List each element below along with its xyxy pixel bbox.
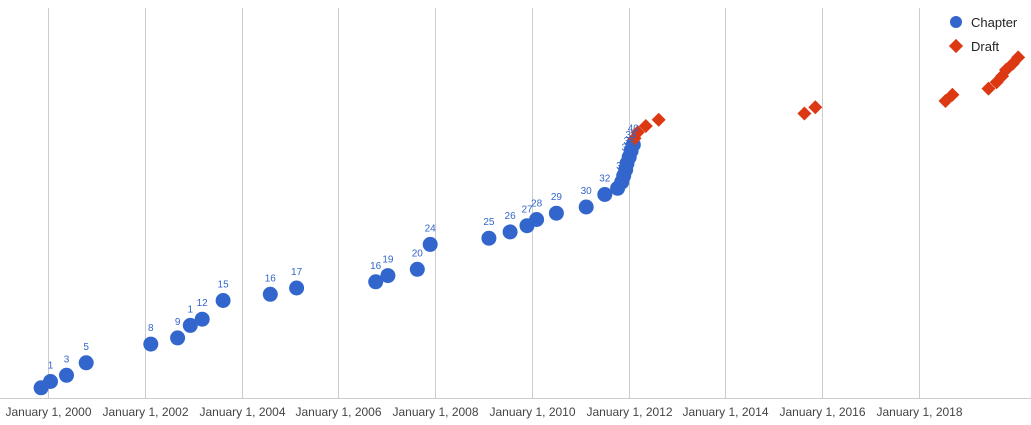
chapter-data-label: 29 bbox=[551, 192, 563, 203]
chapter-point[interactable] bbox=[289, 280, 305, 296]
legend-item-chapter[interactable]: Chapter bbox=[950, 10, 1017, 34]
chapter-data-label: 37 bbox=[621, 142, 633, 153]
chapter-point[interactable] bbox=[78, 355, 94, 371]
chapter-point[interactable] bbox=[529, 212, 545, 227]
chapter-point[interactable] bbox=[481, 230, 497, 246]
chapter-data-label: 28 bbox=[531, 199, 543, 210]
chapter-data-label: 32 bbox=[599, 174, 611, 185]
chapter-point[interactable] bbox=[182, 317, 198, 333]
chapter-point[interactable] bbox=[194, 311, 210, 327]
chapter-data-label: 25 bbox=[483, 217, 495, 228]
x-tick-label: January 1, 2018 bbox=[876, 405, 962, 419]
chapter-data-label: 20 bbox=[412, 248, 424, 259]
chapter-point[interactable] bbox=[170, 330, 186, 346]
chapter-data-label: 27 bbox=[521, 205, 533, 216]
chapter-point[interactable] bbox=[368, 274, 384, 290]
chapter-data-label: 24 bbox=[425, 223, 437, 234]
chapter-point[interactable] bbox=[215, 293, 231, 308]
x-tick-label: January 1, 2016 bbox=[779, 405, 865, 419]
chapter-data-label: 8 bbox=[148, 323, 154, 334]
draft-point[interactable] bbox=[945, 87, 960, 102]
legend-label-draft: Draft bbox=[971, 38, 1000, 54]
draft-point[interactable] bbox=[808, 100, 823, 115]
gridlines bbox=[0, 8, 1031, 399]
chapter-point[interactable] bbox=[43, 374, 58, 389]
chapter-point[interactable] bbox=[409, 261, 425, 277]
chapter-point[interactable] bbox=[597, 187, 613, 202]
chapter-data-label: 26 bbox=[505, 211, 517, 222]
legend-item-draft[interactable]: Draft bbox=[948, 34, 1017, 58]
draft-point[interactable] bbox=[630, 125, 645, 140]
chapter-data-label: 19 bbox=[382, 255, 394, 266]
draft-point[interactable] bbox=[651, 112, 666, 127]
chapter-data-label: 30 bbox=[581, 186, 593, 197]
chapter-point[interactable] bbox=[143, 336, 159, 352]
chapter-data-label: 16 bbox=[265, 273, 277, 284]
chapter-data-label: 34 bbox=[616, 161, 628, 172]
chapter-data-label: 1 bbox=[48, 361, 54, 372]
x-tick-label: January 1, 2002 bbox=[102, 405, 188, 419]
chapter-data-label: 12 bbox=[197, 298, 209, 309]
chapter-data-label: 5 bbox=[83, 342, 89, 353]
chapter-point[interactable] bbox=[262, 286, 278, 302]
legend-swatch-circle-icon bbox=[950, 16, 962, 28]
chapter-data-label: 40 bbox=[628, 124, 640, 135]
legend: Chapter Draft bbox=[948, 10, 1017, 58]
legend-swatch-diamond-icon bbox=[948, 38, 964, 54]
data-points bbox=[33, 50, 1026, 396]
x-tick-label: January 1, 2012 bbox=[586, 405, 672, 419]
x-tick-label: January 1, 2006 bbox=[295, 405, 381, 419]
chapter-point[interactable] bbox=[578, 199, 594, 215]
chapter-data-label: 39 bbox=[626, 130, 638, 141]
data-labels: 1358911215161716192024252627282930323437… bbox=[48, 124, 640, 372]
chapter-point[interactable] bbox=[59, 367, 74, 383]
x-tick-label: January 1, 2000 bbox=[5, 405, 91, 419]
x-tick-label: January 1, 2014 bbox=[682, 405, 768, 419]
chapter-point[interactable] bbox=[502, 224, 518, 240]
draft-point[interactable] bbox=[1011, 50, 1026, 65]
chapter-data-label: 17 bbox=[291, 267, 303, 278]
chapter-point[interactable] bbox=[380, 268, 396, 284]
chapter-data-label: 3 bbox=[64, 354, 70, 365]
x-axis-tick-labels: January 1, 2000 January 1, 2002 January 1,… bbox=[5, 405, 962, 419]
chapter-point[interactable] bbox=[548, 205, 564, 221]
chapter-point[interactable] bbox=[422, 236, 438, 252]
chapter-data-label: 16 bbox=[370, 261, 382, 272]
x-tick-label: January 1, 2010 bbox=[489, 405, 575, 419]
chapter-data-label: 9 bbox=[175, 317, 181, 328]
draft-point[interactable] bbox=[638, 119, 653, 133]
x-tick-label: January 1, 2008 bbox=[392, 405, 478, 419]
chapter-data-label: 38 bbox=[624, 136, 636, 147]
x-tick-label: January 1, 2004 bbox=[199, 405, 285, 419]
chapter-data-label: 15 bbox=[218, 280, 230, 291]
draft-point[interactable] bbox=[981, 81, 996, 96]
draft-point[interactable] bbox=[797, 106, 812, 121]
legend-label-chapter: Chapter bbox=[971, 14, 1018, 30]
chapter-data-label: 1 bbox=[188, 304, 194, 315]
